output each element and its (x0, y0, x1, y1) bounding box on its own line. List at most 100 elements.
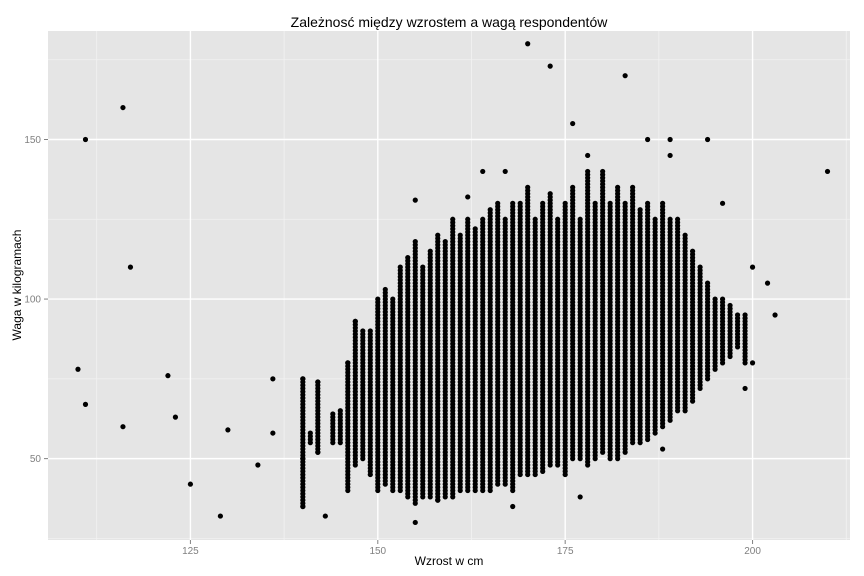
data-point (420, 264, 426, 270)
data-point (480, 168, 486, 175)
data-point (675, 216, 681, 222)
data-point (510, 503, 516, 510)
data-point (652, 216, 658, 222)
y-axis-label: Waga w kilogramach (10, 230, 24, 341)
data-point (607, 200, 613, 206)
data-point (457, 232, 463, 238)
chart-title: Zależnosć między wzrostem a wagą respond… (291, 14, 609, 30)
data-point (742, 385, 748, 392)
data-point (412, 239, 418, 245)
plot-panel (48, 31, 850, 540)
data-point (570, 120, 576, 127)
data-point (555, 216, 561, 222)
data-point (749, 360, 756, 366)
data-point (315, 449, 321, 455)
x-tick-label: 150 (369, 546, 386, 557)
data-point (427, 248, 433, 254)
data-point (525, 184, 531, 190)
data-point (697, 264, 703, 270)
data-point (667, 216, 673, 222)
data-point (502, 168, 508, 175)
data-point (442, 239, 448, 245)
y-tick-label: 50 (30, 454, 42, 465)
data-point (270, 376, 276, 382)
data-point (127, 264, 134, 270)
data-point (217, 513, 223, 519)
data-point (120, 104, 126, 111)
data-point (547, 191, 553, 197)
data-point (622, 73, 628, 79)
data-point (824, 168, 831, 175)
data-point (360, 328, 366, 334)
data-point (322, 513, 328, 519)
x-tick-label: 175 (557, 546, 574, 557)
data-point (630, 184, 636, 190)
data-point (307, 430, 313, 436)
data-point (412, 519, 418, 526)
data-point (525, 41, 531, 47)
data-point (465, 216, 471, 222)
y-tick-label: 100 (24, 295, 41, 306)
data-point (502, 216, 508, 222)
data-point (495, 200, 501, 206)
data-point (645, 200, 651, 206)
data-point (577, 216, 583, 222)
data-point (689, 248, 696, 254)
data-point (510, 200, 516, 206)
data-point (734, 312, 741, 318)
x-tick-label: 200 (744, 546, 761, 557)
data-point (712, 296, 718, 302)
data-point (120, 424, 126, 430)
data-point (660, 446, 666, 452)
minor-grid (48, 31, 850, 540)
data-point (165, 373, 171, 379)
data-point (682, 232, 688, 238)
data-point (570, 184, 576, 190)
data-point (390, 296, 396, 302)
data-point (772, 312, 778, 318)
data-point (300, 456, 306, 462)
data-point (562, 200, 568, 206)
data-point (585, 168, 591, 175)
data-point (704, 280, 711, 286)
data-point (435, 232, 441, 238)
data-point (397, 264, 403, 270)
data-point (637, 207, 643, 213)
data-points (75, 41, 831, 526)
data-point (727, 302, 733, 309)
data-point (82, 136, 89, 143)
data-point (225, 427, 231, 433)
data-point (764, 280, 771, 286)
data-point (622, 200, 628, 206)
data-point (742, 312, 748, 318)
data-point (704, 136, 711, 143)
data-point (435, 497, 441, 503)
data-point (615, 184, 621, 190)
data-point (645, 136, 651, 143)
data-point (375, 296, 381, 302)
data-point (315, 379, 321, 385)
data-point (187, 481, 194, 487)
data-point (270, 430, 276, 436)
data-point (480, 216, 486, 222)
data-point (330, 411, 336, 417)
data-point (172, 414, 179, 420)
data-point (667, 152, 673, 159)
x-axis-ticks: 125 150 175 200 (182, 540, 761, 557)
data-point (660, 200, 666, 206)
data-point (600, 168, 606, 175)
data-point (719, 296, 726, 302)
y-tick-label: 150 (24, 135, 41, 146)
data-point (75, 366, 81, 372)
data-point (517, 200, 523, 206)
data-point (405, 254, 411, 261)
data-point (532, 216, 538, 222)
data-point (472, 226, 478, 232)
data-point (592, 200, 598, 206)
data-point (450, 216, 456, 222)
data-point (345, 360, 351, 366)
x-tick-label: 125 (182, 546, 199, 557)
data-point (352, 318, 358, 325)
data-point (577, 494, 583, 500)
